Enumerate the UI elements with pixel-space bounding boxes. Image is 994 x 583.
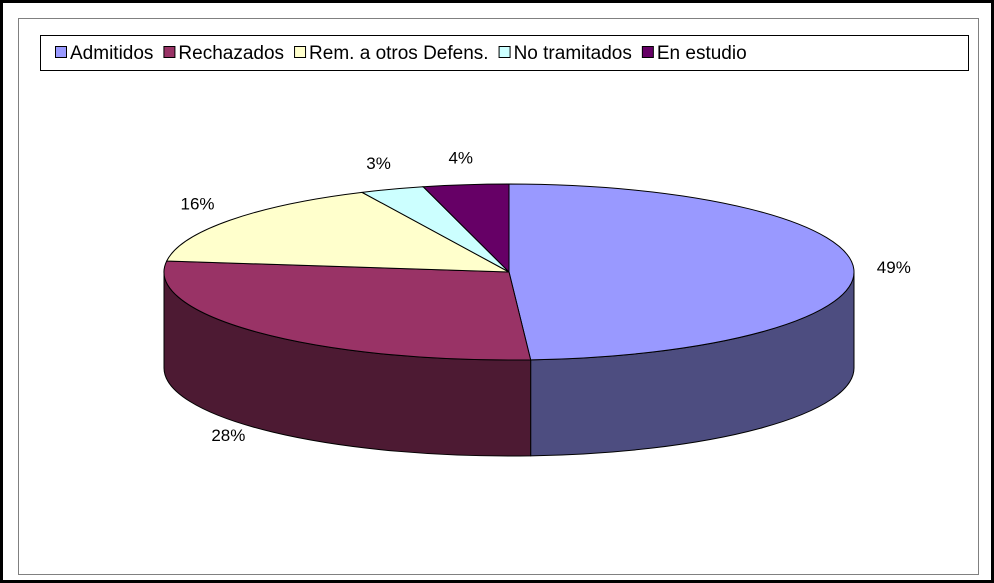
legend-swatch [163, 46, 176, 58]
data-label: 28% [211, 426, 245, 445]
legend-label: No tramitados [514, 43, 632, 64]
legend-label: Rechazados [178, 43, 284, 64]
slice [163, 260, 532, 361]
slice [422, 183, 510, 274]
slice [165, 191, 510, 273]
legend-swatch [55, 46, 67, 58]
legend-swatch [498, 46, 511, 58]
data-label: 3% [366, 154, 391, 173]
data-label: 49% [877, 258, 911, 277]
data-label: 4% [448, 148, 473, 167]
legend-label: Admitidos [70, 43, 153, 64]
legend-label: Rem. a otros Defens. [309, 43, 489, 64]
legend-label: En estudio [657, 43, 747, 64]
legend-swatch [641, 46, 654, 58]
slice [508, 183, 855, 361]
legend-swatch [294, 46, 307, 58]
data-label: 16% [181, 194, 215, 213]
